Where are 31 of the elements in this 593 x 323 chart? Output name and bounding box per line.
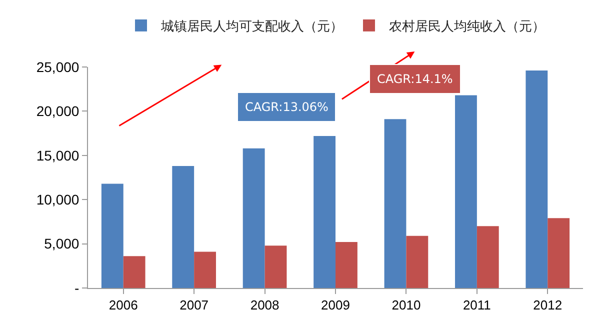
legend-label: 城镇居民人均可支配收入（元） — [160, 20, 343, 34]
bar — [123, 256, 146, 288]
bar — [406, 236, 428, 288]
x-tick-label: 2006 — [108, 298, 138, 313]
x-tick-label: 2008 — [250, 298, 280, 313]
bar — [101, 184, 124, 288]
bar — [172, 166, 194, 288]
y-tick-label: 25,000 — [36, 58, 80, 75]
bar — [336, 242, 358, 288]
bar — [526, 70, 548, 288]
annotation: CAGR:14.1% — [377, 72, 453, 86]
legend-label: 农村居民人均纯收入（元） — [389, 20, 545, 34]
y-tick-label: 20,000 — [36, 103, 80, 120]
y-tick-label: 5,000 — [44, 236, 80, 252]
bar — [476, 226, 499, 288]
bar — [194, 252, 216, 288]
bar — [384, 119, 406, 288]
x-tick-label: 2010 — [392, 298, 421, 313]
annotation: CAGR:13.06% — [245, 100, 328, 114]
x-tick-label: 2011 — [462, 298, 491, 313]
bar — [314, 136, 336, 288]
x-tick-label: 2009 — [321, 298, 350, 313]
y-tick-label: 10,000 — [36, 192, 80, 208]
x-tick-label: 2007 — [180, 298, 209, 313]
y-tick-label: 15,000 — [36, 147, 80, 164]
x-tick-label: 2012 — [533, 298, 562, 313]
bar — [548, 218, 570, 288]
bar — [242, 148, 265, 288]
bar — [264, 246, 287, 288]
y-tick-label: - — [74, 280, 80, 296]
bar — [455, 95, 477, 288]
